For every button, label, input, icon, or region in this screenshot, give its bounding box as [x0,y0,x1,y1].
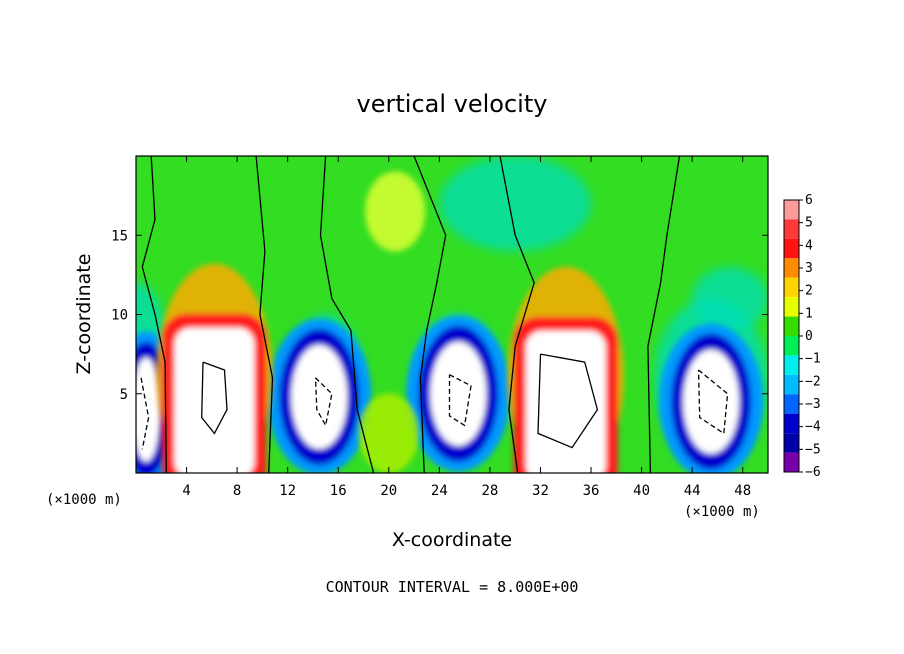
colorbar-label: −5 [805,442,821,457]
colorbar-label: 3 [805,261,813,276]
updraft-contour [537,353,599,449]
colorbar-label: 4 [805,238,813,253]
colorbar-label: 6 [805,193,813,208]
y-axis-ticks: 5 10 15 [111,228,768,403]
updraft-weak [358,393,419,473]
downdraft-contour [314,377,333,428]
x-tick-label: 28 [481,483,498,499]
zero-contour [413,156,447,473]
contour-lines [140,156,729,473]
colorbar-swatch [784,277,799,298]
downdraft-contour [448,374,472,427]
downdraft-core [683,349,740,454]
chart-title: vertical velocity [357,90,548,118]
x-tick-label: 4 [182,483,190,499]
zero-contour [141,156,167,473]
field-blob [439,156,592,252]
colorbar-label: 0 [805,329,813,344]
x-axis-label: X-coordinate [392,529,512,551]
x-axis-unit-right: (×1000 m) [684,504,760,520]
downdraft-core [430,341,487,446]
downdraft-core [136,357,161,462]
colorbar-swatch [784,258,799,278]
y-tick-label: 15 [111,228,128,244]
velocity-field [136,156,768,473]
zero-contour [647,156,681,473]
updraft-core [174,327,255,473]
colorbar-swatch [784,219,799,239]
colorbar-swatch [784,297,799,317]
downdraft-contour [697,369,729,435]
zero-contour [255,156,274,473]
colorbar-swatch [784,374,799,395]
plot-area [136,156,768,473]
colorbar-swatch [784,394,799,414]
colorbar-label: 2 [805,284,813,299]
contour-interval-note: CONTOUR INTERVAL = 8.000E+00 [326,578,579,596]
zero-contour [499,156,535,473]
y-tick-label: 10 [111,308,128,324]
x-tick-label: 20 [380,483,397,499]
updraft-weak [365,171,426,252]
colorbar-swatch [784,200,799,220]
colorbar-swatch [784,413,799,434]
zero-contour [319,156,375,473]
colorbar-swatch [784,336,799,356]
colorbar-label: −1 [805,352,821,367]
y-tick-label: 5 [120,387,128,403]
colorbar-swatch [784,316,799,336]
colorbar-label: −4 [805,420,821,435]
x-axis-ticks: 4 8 12 16 20 24 28 32 36 40 44 48 [182,156,751,499]
colorbar-label: −6 [805,465,821,480]
x-tick-label: 24 [431,483,448,499]
field-blob [692,266,768,331]
downdraft-contour [140,377,150,450]
colorbar-swatch [784,355,799,375]
updraft-contour [201,361,228,435]
x-tick-label: 12 [279,483,296,499]
downdraft-core [291,344,348,449]
updraft-core [525,330,606,473]
x-tick-label: 16 [330,483,347,499]
x-tick-label: 48 [734,483,751,499]
y-axis-label: Z-coordinate [73,254,95,375]
x-tick-label: 36 [583,483,600,499]
colorbar-label: 1 [805,306,813,321]
colorbar-label: −3 [805,397,821,412]
x-tick-label: 8 [233,483,241,499]
x-tick-label: 44 [684,483,701,499]
colorbar-label: −2 [805,374,821,389]
x-axis-unit-left: (×1000 m) [46,492,122,508]
colorbar-swatch [784,452,799,472]
colorbar: 6 5 4 3 2 1 0 −1 −2 −3 −4 −5 −6 [783,193,821,480]
colorbar-swatch [784,433,799,453]
x-tick-label: 40 [633,483,650,499]
colorbar-swatch [784,238,799,259]
colorbar-label: 5 [805,216,813,231]
x-tick-label: 32 [532,483,549,499]
